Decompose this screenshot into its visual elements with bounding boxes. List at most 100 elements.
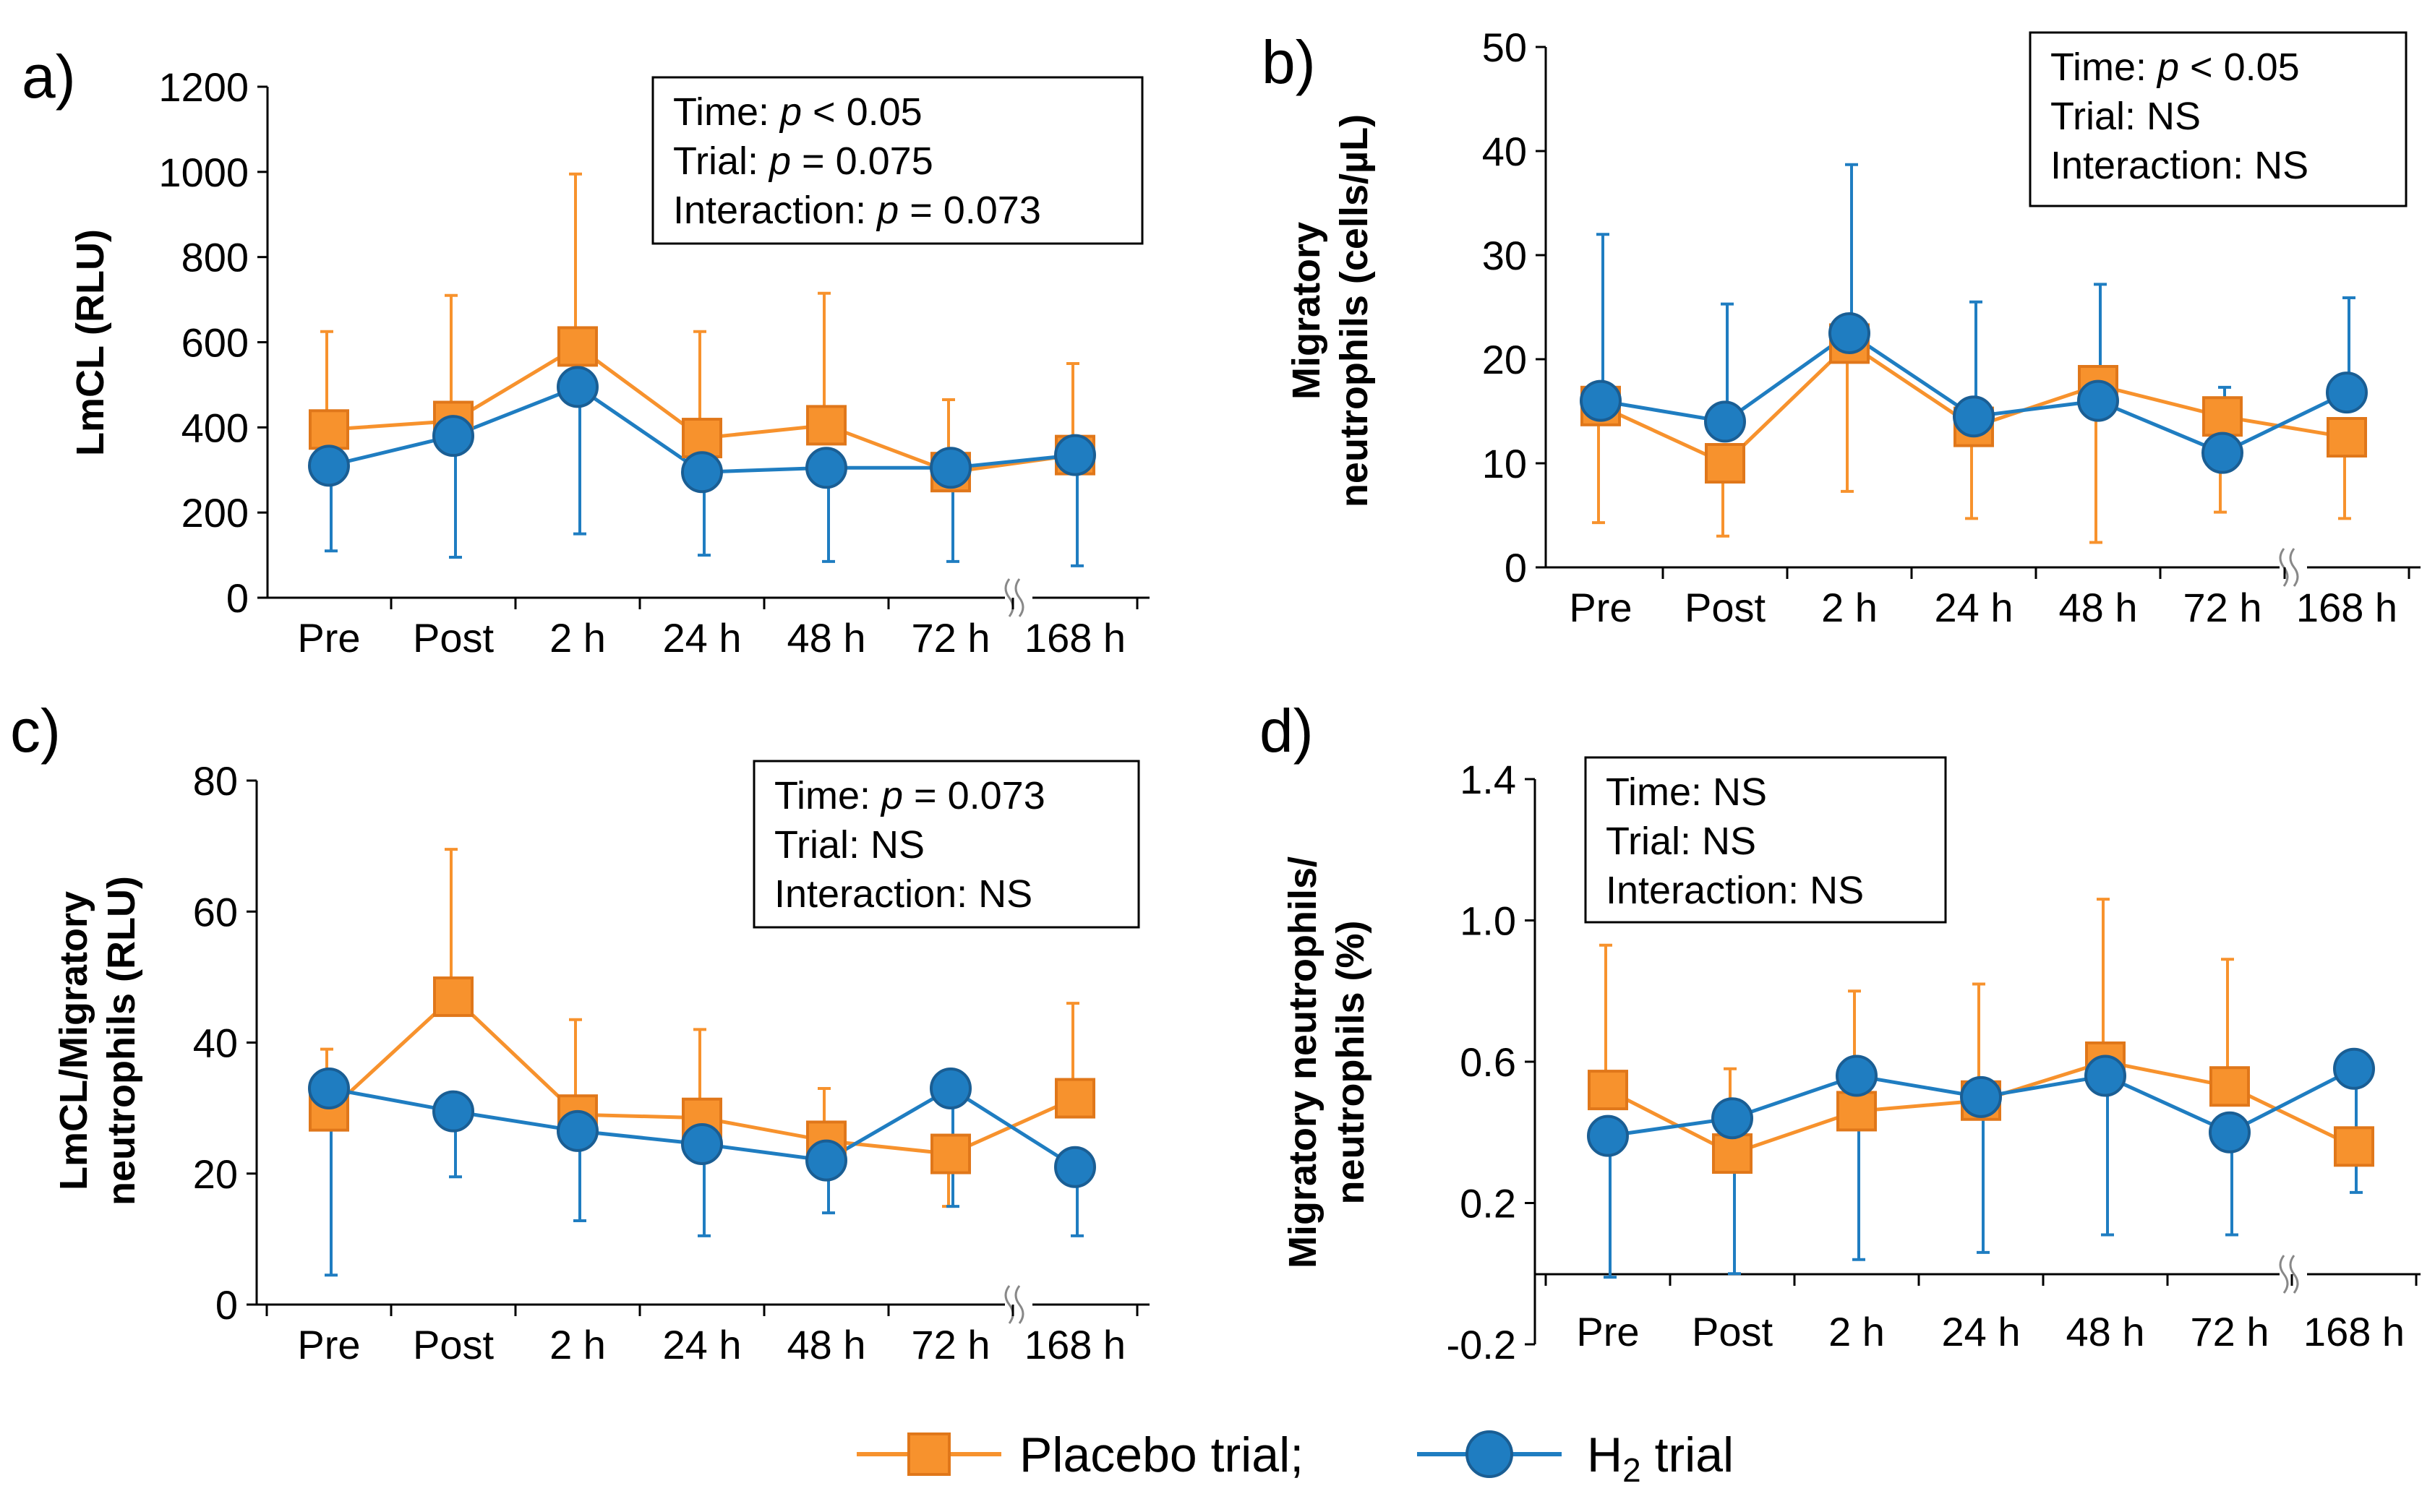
axis-break-a-0 bbox=[1004, 578, 1014, 617]
stats-p-a-0: p bbox=[779, 90, 802, 134]
xtick-label-b-3: 24 h bbox=[1935, 585, 2014, 630]
ylabel-a-line-0: LmCL (RLU) bbox=[69, 229, 112, 456]
ytick-label-a-0: 0 bbox=[226, 575, 249, 621]
xtick-label-b-0: Pre bbox=[1569, 585, 1632, 630]
axis-break-c-1 bbox=[1014, 1285, 1024, 1324]
xtick-label-d-4: 48 h bbox=[2066, 1309, 2145, 1354]
stats-label-a-1: Trial: bbox=[673, 139, 769, 183]
stats-line-a-1: Trial: p = 0.075 bbox=[673, 139, 933, 183]
legend: Placebo trial; H2 trial bbox=[857, 1427, 1734, 1489]
xtick-label-a-0: Pre bbox=[297, 615, 360, 661]
point-h2-d-3 bbox=[1960, 1075, 2002, 1118]
stats-label-a-0: Time: bbox=[673, 90, 780, 134]
point-h2-a-4 bbox=[805, 447, 847, 489]
stats-label-b-2: Interaction: NS bbox=[2050, 144, 2308, 187]
point-h2-b-6 bbox=[2326, 371, 2368, 414]
stats-line-a-2: Interaction: p = 0.073 bbox=[673, 189, 1041, 232]
ytick-label-d-2: 0.6 bbox=[1460, 1039, 1516, 1085]
point-placebo-c-5 bbox=[930, 1133, 971, 1174]
marks-d bbox=[1587, 898, 2375, 1279]
point-h2-a-0 bbox=[308, 444, 350, 487]
ytick-label-c-1: 20 bbox=[193, 1151, 238, 1197]
ytick-label-a-1: 200 bbox=[181, 490, 249, 536]
ytick-label-d-0: -0.2 bbox=[1447, 1322, 1517, 1367]
point-h2-b-4 bbox=[2077, 379, 2119, 422]
point-h2-a-3 bbox=[681, 451, 723, 494]
point-h2-b-3 bbox=[1953, 395, 1995, 438]
panel-label-d: d) bbox=[1259, 697, 1314, 765]
point-h2-d-4 bbox=[2084, 1054, 2126, 1097]
stats-line-b-1: Trial: NS bbox=[2050, 95, 2201, 138]
marks-a bbox=[308, 172, 1096, 567]
ylabel-a: LmCL (RLU) bbox=[69, 229, 112, 456]
stats-label-b-1: Trial: NS bbox=[2050, 95, 2201, 138]
point-placebo-d-0 bbox=[1588, 1070, 1628, 1111]
xtick-label-d-3: 24 h bbox=[1942, 1309, 2021, 1354]
point-placebo-d-5 bbox=[2209, 1066, 2250, 1107]
stats-line-c-1: Trial: NS bbox=[774, 823, 925, 867]
point-placebo-d-2 bbox=[1836, 1091, 1877, 1132]
stats-label-b-0: Time: bbox=[2050, 46, 2157, 89]
stats-a: Time: p < 0.05 Trial: p = 0.075 Interactio… bbox=[651, 76, 1144, 245]
ylabel-d-line-1: neutrophils (%) bbox=[1329, 921, 1372, 1205]
stats-c: Time: p = 0.073 Trial: NS Interaction: NS bbox=[753, 760, 1140, 929]
stats-value-a-1: = 0.075 bbox=[791, 139, 933, 183]
stats-b: Time: p < 0.05 Trial: NS Interaction: NS bbox=[2029, 31, 2408, 207]
point-placebo-a-4 bbox=[806, 405, 847, 446]
stats-line-c-2: Interaction: NS bbox=[774, 872, 1032, 916]
point-h2-a-2 bbox=[557, 366, 599, 408]
xtick-label-c-6: 168 h bbox=[1024, 1322, 1126, 1367]
xtick-label-c-4: 48 h bbox=[787, 1322, 866, 1367]
point-h2-c-5 bbox=[930, 1067, 972, 1109]
ytick-label-a-6: 1200 bbox=[158, 64, 249, 110]
xtick-label-c-3: 24 h bbox=[663, 1322, 742, 1367]
ytick-label-a-5: 1000 bbox=[158, 150, 249, 195]
stats-box-b bbox=[2029, 31, 2408, 207]
xtick-label-d-5: 72 h bbox=[2191, 1309, 2269, 1354]
ytick-label-c-2: 40 bbox=[193, 1021, 238, 1066]
ytick-label-d-3: 1.0 bbox=[1460, 898, 1516, 944]
point-h2-b-0 bbox=[1580, 379, 1622, 422]
point-h2-b-1 bbox=[1704, 400, 1746, 443]
ytick-label-d-1: 0.2 bbox=[1460, 1181, 1516, 1227]
stats-value-a-0: < 0.05 bbox=[802, 90, 923, 134]
legend-h2-label-h: H bbox=[1587, 1427, 1622, 1482]
point-h2-b-2 bbox=[1828, 312, 1870, 354]
legend-placebo-marker bbox=[907, 1432, 951, 1476]
stats-d: Time: NS Trial: NS Interaction: NS bbox=[1584, 756, 1947, 924]
ytick-label-b-0: 0 bbox=[1505, 545, 1527, 590]
ylabel-c-line-1: neutrophils (RLU) bbox=[100, 876, 143, 1206]
ytick-label-c-0: 0 bbox=[215, 1282, 238, 1328]
legend-h2-label: H2 trial bbox=[1587, 1427, 1734, 1489]
xtick-label-c-2: 2 h bbox=[549, 1322, 606, 1367]
stats-p-a-1: p bbox=[768, 139, 791, 183]
ylabel-b: Migratory neutrophils (cells/µL) bbox=[1285, 114, 1376, 507]
point-placebo-b-1 bbox=[1705, 443, 1745, 484]
stats-line-d-0: Time: NS bbox=[1606, 770, 1767, 814]
legend-h2-label-suffix: trial bbox=[1641, 1427, 1734, 1482]
point-h2-c-0 bbox=[308, 1067, 350, 1109]
stats-line-b-0: Time: p < 0.05 bbox=[2050, 46, 2300, 89]
xtick-label-c-0: Pre bbox=[297, 1322, 360, 1367]
xtick-label-b-1: Post bbox=[1685, 585, 1766, 630]
point-h2-c-4 bbox=[805, 1139, 847, 1182]
point-placebo-b-5 bbox=[2202, 396, 2243, 437]
ytick-label-b-5: 50 bbox=[1482, 25, 1527, 70]
ytick-label-a-4: 800 bbox=[181, 235, 249, 280]
point-h2-b-5 bbox=[2201, 431, 2243, 474]
stats-value-c-0: = 0.073 bbox=[903, 774, 1045, 817]
panel-label-c: c) bbox=[10, 697, 61, 765]
axis-break-d-0 bbox=[2279, 1255, 2289, 1294]
xtick-label-a-2: 2 h bbox=[549, 615, 606, 661]
stats-label-d-0: Time: NS bbox=[1606, 770, 1767, 814]
grid-d: -0.2 0.2 0.6 1.0 1.4 Pre Post 2 h 24 h 48 h 72 h 16… bbox=[1447, 757, 2421, 1367]
ytick-label-c-4: 80 bbox=[193, 758, 238, 804]
marks-c bbox=[308, 848, 1096, 1277]
grid-c: 0 20 40 60 80 Pre Post 2 h 24 h 48 h 72 h 168 h bbox=[193, 758, 1150, 1367]
point-placebo-d-6 bbox=[2334, 1126, 2374, 1167]
xtick-label-d-6: 168 h bbox=[2303, 1309, 2405, 1354]
point-h2-c-2 bbox=[557, 1109, 599, 1152]
ytick-label-d-4: 1.4 bbox=[1460, 757, 1516, 802]
panel-b: b) Migratory neutrophils (cells/µL) 0 10 20… bbox=[1262, 25, 2421, 630]
